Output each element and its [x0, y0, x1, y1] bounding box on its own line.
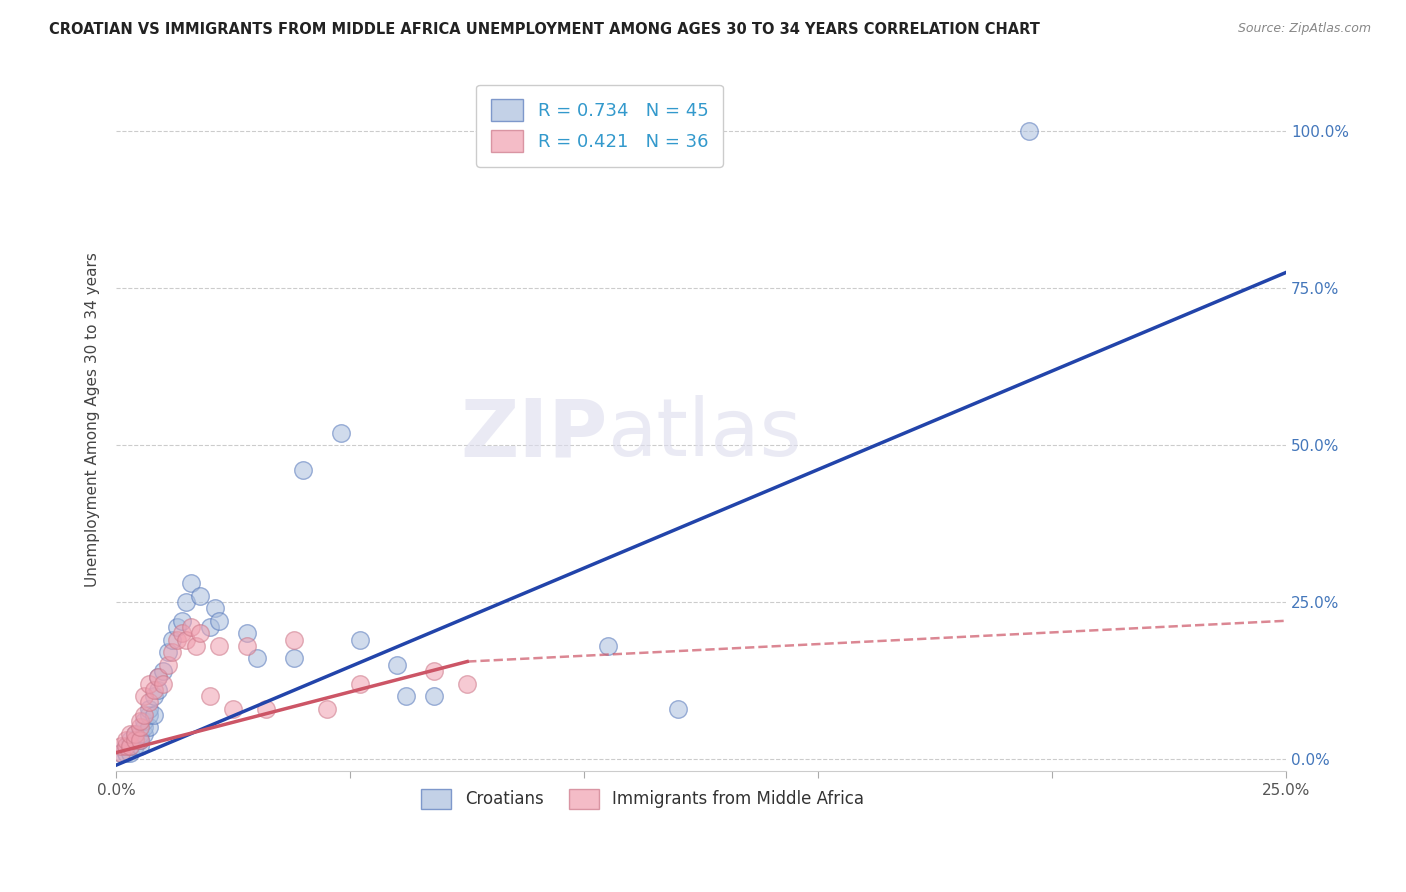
Point [162, 632, 184, 647]
Point [124, 739, 146, 754]
Point [148, 670, 170, 684]
Point [120, 739, 142, 754]
Point [142, 682, 165, 697]
Point [456, 676, 478, 690]
Point [176, 632, 198, 647]
Point [423, 664, 446, 678]
Point [204, 601, 226, 615]
Point [666, 701, 689, 715]
Point [315, 701, 337, 715]
Point [283, 651, 305, 665]
Point [138, 701, 160, 715]
Legend: Croatians, Immigrants from Middle Africa: Croatians, Immigrants from Middle Africa [415, 782, 870, 816]
Point [208, 639, 231, 653]
Text: CROATIAN VS IMMIGRANTS FROM MIDDLE AFRICA UNEMPLOYMENT AMONG AGES 30 TO 34 YEARS: CROATIAN VS IMMIGRANTS FROM MIDDLE AFRIC… [49, 22, 1040, 37]
Point [120, 739, 142, 754]
Point [208, 614, 231, 628]
Point [114, 746, 136, 760]
Point [128, 714, 150, 728]
Point [395, 689, 418, 703]
Point [134, 727, 156, 741]
Point [110, 739, 132, 754]
Point [128, 727, 150, 741]
Point [198, 689, 221, 703]
Point [349, 632, 371, 647]
Point [110, 746, 132, 760]
Point [124, 727, 146, 741]
Point [110, 746, 132, 760]
Point [166, 620, 188, 634]
Point [180, 576, 202, 591]
Point [423, 689, 446, 703]
Point [142, 707, 165, 722]
Point [128, 733, 150, 747]
Point [156, 645, 179, 659]
Point [184, 639, 207, 653]
Point [170, 614, 193, 628]
Point [128, 733, 150, 747]
Point [190, 589, 212, 603]
Point [114, 739, 136, 754]
Point [166, 632, 188, 647]
Point [222, 701, 245, 715]
Point [246, 651, 269, 665]
Point [138, 676, 160, 690]
Point [385, 657, 408, 672]
Point [128, 721, 150, 735]
Y-axis label: Unemployment Among Ages 30 to 34 years: Unemployment Among Ages 30 to 34 years [86, 252, 100, 588]
Point [120, 733, 142, 747]
Point [124, 733, 146, 747]
Point [198, 620, 221, 634]
Point [236, 639, 259, 653]
Point [124, 727, 146, 741]
Point [120, 746, 142, 760]
Point [156, 657, 179, 672]
Point [190, 626, 212, 640]
Point [142, 689, 165, 703]
Point [114, 733, 136, 747]
Point [236, 626, 259, 640]
Point [329, 425, 352, 440]
Point [124, 733, 146, 747]
Point [138, 707, 160, 722]
Point [596, 639, 619, 653]
Point [138, 695, 160, 709]
Point [152, 676, 174, 690]
Point [283, 632, 305, 647]
Point [162, 645, 184, 659]
Point [1018, 124, 1040, 138]
Point [170, 626, 193, 640]
Text: atlas: atlas [607, 395, 801, 473]
Text: Source: ZipAtlas.com: Source: ZipAtlas.com [1237, 22, 1371, 36]
Point [148, 682, 170, 697]
Point [134, 714, 156, 728]
Point [176, 595, 198, 609]
Point [128, 739, 150, 754]
Point [148, 670, 170, 684]
Text: ZIP: ZIP [460, 395, 607, 473]
Point [152, 664, 174, 678]
Point [134, 721, 156, 735]
Point [254, 701, 277, 715]
Point [138, 721, 160, 735]
Point [120, 727, 142, 741]
Point [349, 676, 371, 690]
Point [134, 689, 156, 703]
Point [292, 463, 315, 477]
Point [134, 707, 156, 722]
Point [180, 620, 202, 634]
Point [114, 739, 136, 754]
